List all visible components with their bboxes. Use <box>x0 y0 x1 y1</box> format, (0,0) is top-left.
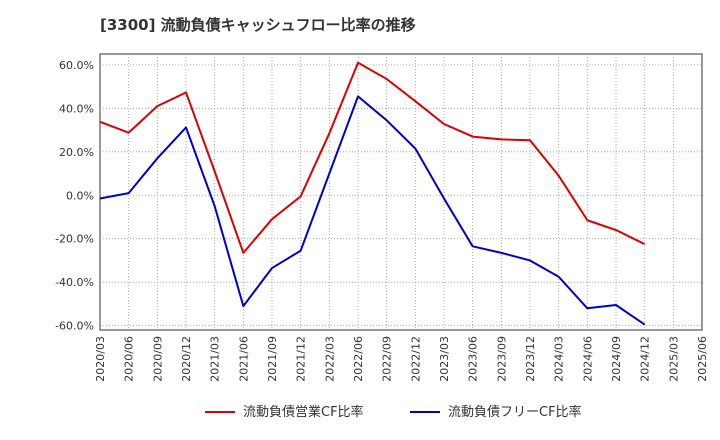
x-tick-label: 2024/03 <box>553 336 566 382</box>
y-tick-label: 20.0% <box>59 146 94 159</box>
plot-area <box>99 53 703 331</box>
y-tick-label: 60.0% <box>59 59 94 72</box>
x-tick-label: 2025/06 <box>696 336 709 382</box>
x-tick-label: 2021/12 <box>295 336 308 382</box>
legend-label-1: 流動負債営業CF比率 <box>243 404 364 420</box>
series-line-2 <box>99 95 646 326</box>
y-tick-label: -40.0% <box>55 276 94 289</box>
x-tick-label: 2022/09 <box>381 336 394 382</box>
y-tick-label: 40.0% <box>59 102 94 115</box>
x-tick-label: 2020/03 <box>94 336 107 382</box>
legend: 流動負債営業CF比率 流動負債フリーCF比率 <box>205 404 582 420</box>
x-tick-label: 2020/12 <box>180 336 193 382</box>
series-line-1 <box>99 61 646 254</box>
x-tick-label: 2020/09 <box>151 336 164 382</box>
x-tick-label: 2024/12 <box>639 336 652 382</box>
x-tick-label: 2023/03 <box>438 336 451 382</box>
x-tick-label: 2023/09 <box>495 336 508 382</box>
legend-label-2: 流動負債フリーCF比率 <box>448 404 582 420</box>
x-axis: 2020/03 2020/06 2020/09 2020/12 2021/03 2021/… <box>94 336 709 382</box>
x-tick-label: 2021/03 <box>209 336 222 382</box>
y-tick-label: -60.0% <box>55 320 94 333</box>
y-tick-label: 0.0% <box>66 189 94 202</box>
x-tick-label: 2021/09 <box>266 336 279 382</box>
y-axis: 60.0% 40.0% 20.0% 0.0% -20.0% -40.0% -60.0% <box>55 59 94 333</box>
x-tick-label: 2024/06 <box>581 336 594 382</box>
x-tick-label: 2022/06 <box>352 336 365 382</box>
x-tick-label: 2022/12 <box>409 336 422 382</box>
chart-title: [3300] 流動負債キャッシュフロー比率の推移 <box>100 16 416 34</box>
x-tick-label: 2023/12 <box>524 336 537 382</box>
x-tick-label: 2022/03 <box>323 336 336 382</box>
x-tick-label: 2025/03 <box>667 336 680 382</box>
y-tick-label: -20.0% <box>55 233 94 246</box>
grid-lines <box>100 54 702 330</box>
x-tick-label: 2020/06 <box>123 336 136 382</box>
series-group <box>99 61 646 326</box>
x-tick-label: 2021/06 <box>237 336 250 382</box>
x-tick-label: 2024/09 <box>610 336 623 382</box>
x-tick-label: 2023/06 <box>467 336 480 382</box>
